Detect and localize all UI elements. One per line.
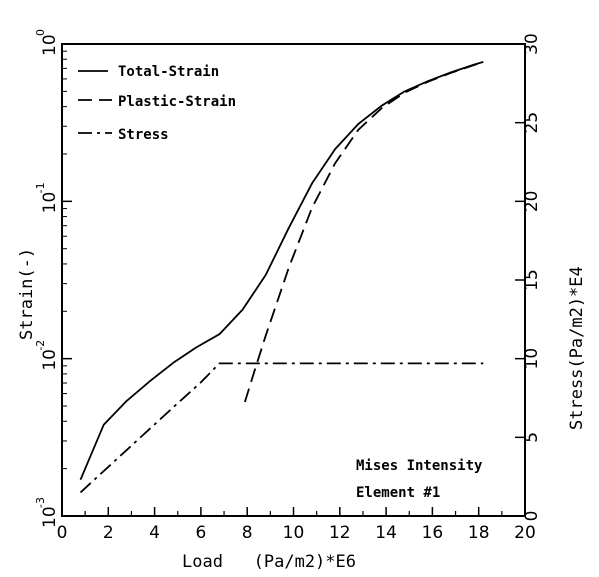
right-tick-label: 0 xyxy=(522,511,542,522)
x-tick-label: 10 xyxy=(283,523,305,543)
left-tick-exponent: -3 xyxy=(34,497,47,508)
series-lines xyxy=(79,61,484,494)
x-tick-label: 4 xyxy=(149,523,160,543)
legend-label-plastic-strain: Plastic-Strain xyxy=(118,94,236,110)
left-axis-title: Strain(-) xyxy=(17,248,37,340)
x-tick-label: 16 xyxy=(422,523,444,543)
annotation-element: Element #1 xyxy=(356,485,440,501)
legend-label-total-strain: Total-Strain xyxy=(118,64,219,80)
x-tick-label: 18 xyxy=(468,523,490,543)
x-tick-label: 20 xyxy=(514,523,536,543)
right-tick-label: 30 xyxy=(522,33,542,55)
x-tick-label: 6 xyxy=(195,523,206,543)
left-tick-exponent: -1 xyxy=(34,182,47,193)
series-line-plastic-strain xyxy=(244,61,484,403)
left-tick-exponent: -2 xyxy=(34,340,47,351)
x-tick-label: 12 xyxy=(329,523,351,543)
right-tick-label: 5 xyxy=(522,432,542,443)
plot-frame xyxy=(61,43,526,517)
x-tick-label: 0 xyxy=(57,523,68,543)
left-tick-label: 10 xyxy=(40,192,60,214)
legend: Total-Strain Plastic-Strain Stress xyxy=(78,64,236,143)
x-axis-title: Load (Pa/m2)*E6 xyxy=(182,552,356,572)
left-tick-label: 10 xyxy=(40,506,60,528)
legend-label-stress: Stress xyxy=(118,127,169,143)
x-axis-ticks: 0 2 4 6 8 10 12 14 16 18 20 xyxy=(57,507,536,543)
left-tick-label: 10 xyxy=(40,349,60,371)
right-tick-label: 20 xyxy=(522,191,542,213)
right-axis-title: Stress(Pa/m2)*E4 xyxy=(567,266,587,430)
left-tick-label: 10 xyxy=(40,34,60,56)
series-line-stress xyxy=(79,362,484,494)
x-tick-label: 8 xyxy=(242,523,253,543)
right-axis-ticks: 0 5 10 15 20 25 30 xyxy=(515,33,542,521)
left-tick-exponent: 0 xyxy=(34,29,47,36)
x-tick-label: 14 xyxy=(375,523,397,543)
series-line-total-strain xyxy=(79,61,484,481)
right-tick-label: 10 xyxy=(522,348,542,370)
right-tick-label: 25 xyxy=(522,112,542,134)
right-tick-label: 15 xyxy=(522,269,542,291)
x-tick-label: 2 xyxy=(103,523,114,543)
annotation-mises-intensity: Mises Intensity xyxy=(356,458,483,474)
